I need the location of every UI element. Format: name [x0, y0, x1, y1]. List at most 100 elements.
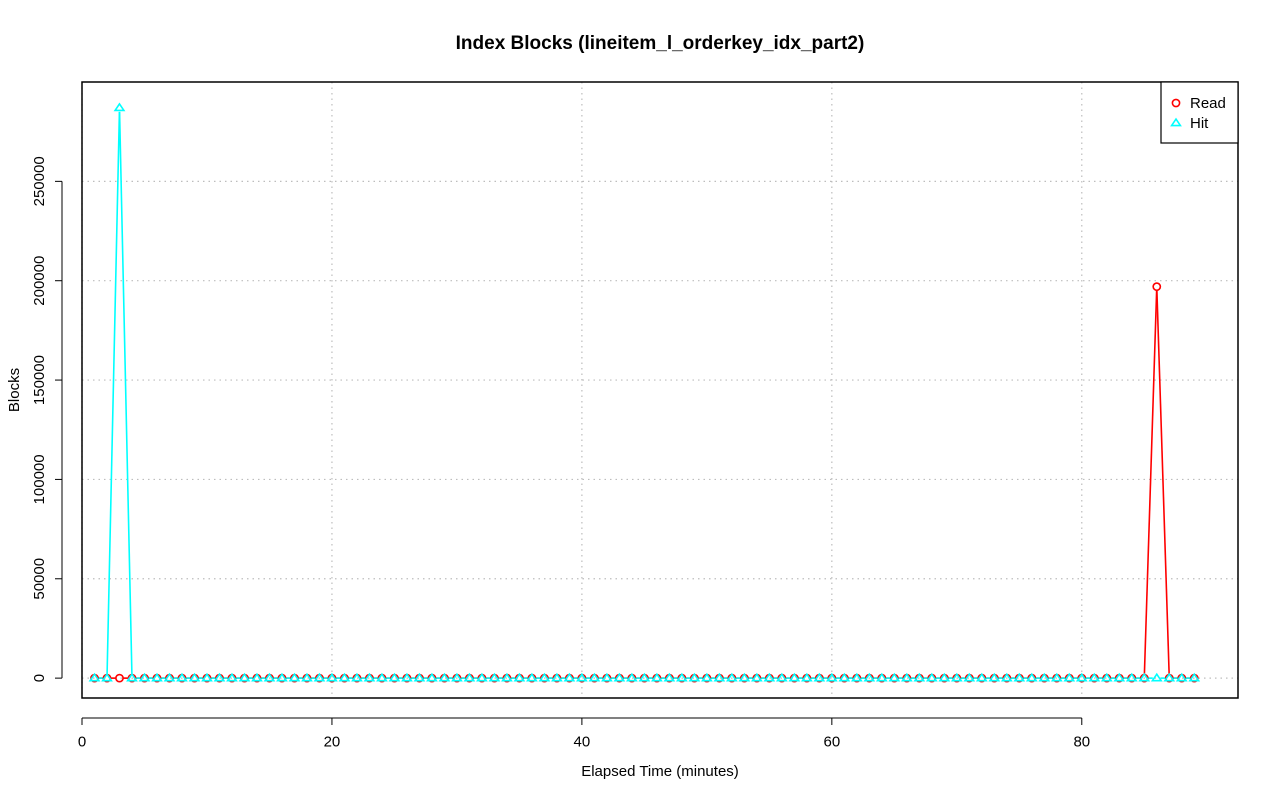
series-hit-point-13 — [251, 672, 263, 682]
series-hit-point-2 — [113, 102, 126, 112]
series-hit-point-58 — [813, 672, 826, 682]
x-tick-label-4: 80 — [1073, 733, 1090, 750]
series-hit-segment-1 — [106, 111, 121, 675]
x-axis-label: Elapsed Time (minutes) — [581, 763, 739, 780]
series-hit-point-36 — [538, 672, 551, 682]
series-hit-point-71 — [975, 672, 988, 682]
series-hit-point-5 — [151, 672, 163, 682]
series-hit-point-9 — [201, 672, 213, 682]
y-tick-label-2: 100000 — [31, 454, 48, 504]
series-markers — [88, 102, 1201, 683]
legend-box — [1160, 81, 1239, 144]
x-tick-label-3: 60 — [823, 733, 840, 750]
series-hit-point-20 — [338, 672, 351, 682]
series-hit-point-75 — [1025, 672, 1038, 682]
series-hit-point-17 — [301, 672, 313, 682]
series-hit-point-51 — [725, 672, 738, 682]
series-hit-point-70 — [963, 672, 976, 682]
x-axis: 0 20 40 60 80 — [78, 717, 1090, 750]
legend: Read Hit — [1160, 81, 1239, 144]
series-hit-point-53 — [750, 672, 763, 682]
series-hit-point-72 — [988, 672, 1001, 682]
x-tick-label-0: 0 — [78, 733, 86, 750]
series-hit-point-25 — [401, 672, 413, 682]
chart-title: Index Blocks (lineitem_l_orderkey_idx_pa… — [456, 33, 865, 54]
y-tick-label-4: 200000 — [31, 256, 48, 306]
series-hit-point-55 — [775, 672, 788, 682]
y-tick-label-0: 0 — [31, 674, 48, 682]
series-hit-point-67 — [925, 672, 938, 682]
series-read-segment-84 — [1143, 290, 1158, 675]
y-tick-label-5: 250000 — [31, 156, 48, 206]
series-hit-point-50 — [713, 672, 726, 682]
series-hit-point-21 — [351, 672, 363, 682]
series-hit-point-33 — [501, 672, 513, 682]
series-hit-point-23 — [376, 672, 388, 682]
series-hit-point-78 — [1063, 672, 1076, 682]
legend-items: Read Hit — [1170, 95, 1226, 132]
series-hit-point-73 — [1000, 672, 1013, 682]
series-hit-point-63 — [875, 672, 888, 682]
series-hit-point-83 — [1125, 672, 1138, 682]
series-hit-point-61 — [850, 672, 863, 682]
series-hit-point-45 — [650, 672, 663, 682]
series-hit-point-26 — [413, 672, 426, 682]
legend-marker-read — [1171, 98, 1181, 108]
series-hit-point-87 — [1175, 672, 1188, 682]
series-hit-point-42 — [613, 672, 626, 682]
series-hit-point-74 — [1013, 672, 1026, 682]
series-hit-point-88 — [1188, 672, 1201, 682]
series-hit-point-10 — [213, 672, 226, 682]
series-hit-point-27 — [426, 672, 438, 682]
series-hit-point-76 — [1038, 672, 1051, 682]
series-hit-point-40 — [588, 672, 601, 682]
series-read-segment-85 — [1156, 290, 1170, 675]
series-hit-point-48 — [688, 672, 701, 682]
series-hit-point-52 — [738, 672, 751, 682]
series-hit-point-41 — [600, 672, 613, 682]
y-axis-label: Blocks — [6, 368, 23, 412]
series-hit-point-32 — [488, 672, 501, 682]
plot-frame — [81, 81, 1239, 699]
series-lines — [98, 111, 1191, 679]
series-hit-point-15 — [276, 672, 288, 682]
y-axis: 0 50000 100000 150000 200000 250000 — [31, 156, 63, 682]
legend-marker-hit — [1170, 117, 1182, 127]
series-hit-point-86 — [1163, 672, 1176, 682]
series-hit-point-8 — [188, 672, 201, 682]
series-hit-point-81 — [1100, 672, 1113, 682]
series-hit-point-18 — [313, 672, 326, 682]
series-hit-point-39 — [575, 672, 588, 682]
series-hit-point-66 — [913, 672, 926, 682]
series-hit-point-77 — [1050, 672, 1063, 682]
series-hit-point-65 — [900, 672, 913, 682]
series-hit-point-56 — [788, 672, 801, 682]
series-hit-point-31 — [476, 672, 488, 682]
series-hit-point-62 — [863, 672, 876, 682]
series-hit-point-82 — [1113, 672, 1126, 682]
series-hit-point-24 — [388, 672, 401, 682]
series-hit-point-60 — [838, 672, 851, 682]
series-hit-point-4 — [138, 672, 151, 682]
series-hit-point-29 — [451, 672, 463, 682]
series-hit-segment-2 — [118, 111, 133, 675]
series-hit-point-37 — [550, 672, 563, 682]
series-hit-point-57 — [800, 672, 813, 682]
series-hit-point-64 — [888, 672, 901, 682]
grid-layer — [81, 82, 1238, 698]
series-hit-point-0 — [88, 672, 101, 682]
series-hit-point-43 — [625, 672, 638, 682]
series-hit-point-34 — [513, 672, 526, 682]
x-tick-label-2: 40 — [574, 733, 591, 750]
series-hit-point-11 — [226, 672, 238, 682]
series-hit-point-68 — [938, 672, 951, 682]
series-hit-point-49 — [700, 672, 713, 682]
series-hit-point-3 — [126, 672, 138, 682]
y-tick-label-3: 150000 — [31, 355, 48, 405]
series-hit-point-46 — [663, 672, 676, 682]
series-hit-point-35 — [525, 672, 538, 682]
legend-label-hit: Hit — [1190, 115, 1209, 132]
series-hit-point-59 — [825, 672, 838, 682]
series-hit-point-30 — [463, 672, 476, 682]
series-hit-point-6 — [163, 672, 176, 682]
